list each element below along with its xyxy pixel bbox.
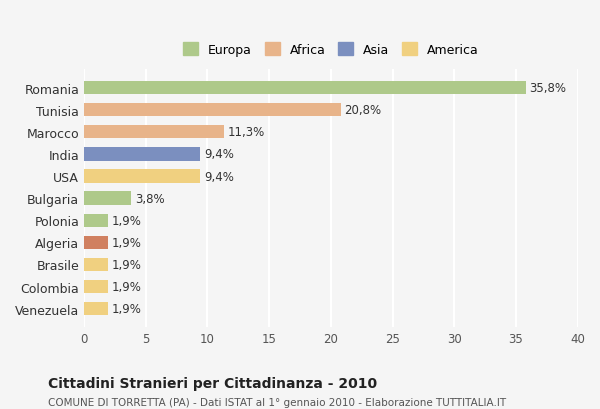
Bar: [84, 302, 107, 315]
Bar: [84, 280, 107, 293]
Bar: [84, 126, 224, 139]
Text: 1,9%: 1,9%: [111, 280, 141, 293]
Text: 1,9%: 1,9%: [111, 258, 141, 271]
Text: 11,3%: 11,3%: [227, 126, 265, 139]
Text: 20,8%: 20,8%: [344, 104, 382, 117]
Bar: [84, 170, 200, 183]
Legend: Europa, Africa, Asia, America: Europa, Africa, Asia, America: [183, 43, 478, 56]
Bar: [84, 104, 341, 117]
Text: COMUNE DI TORRETTA (PA) - Dati ISTAT al 1° gennaio 2010 - Elaborazione TUTTITALI: COMUNE DI TORRETTA (PA) - Dati ISTAT al …: [48, 397, 506, 407]
Text: 3,8%: 3,8%: [134, 192, 164, 205]
Text: 1,9%: 1,9%: [111, 236, 141, 249]
Text: 1,9%: 1,9%: [111, 302, 141, 315]
Text: 9,4%: 9,4%: [204, 148, 233, 161]
Bar: [84, 258, 107, 271]
Text: 9,4%: 9,4%: [204, 170, 233, 183]
Bar: [84, 214, 107, 227]
Text: Cittadini Stranieri per Cittadinanza - 2010: Cittadini Stranieri per Cittadinanza - 2…: [48, 376, 377, 390]
Bar: [84, 192, 131, 205]
Text: 1,9%: 1,9%: [111, 214, 141, 227]
Bar: [84, 148, 200, 161]
Bar: [84, 82, 526, 95]
Text: 35,8%: 35,8%: [529, 82, 566, 95]
Bar: [84, 236, 107, 249]
